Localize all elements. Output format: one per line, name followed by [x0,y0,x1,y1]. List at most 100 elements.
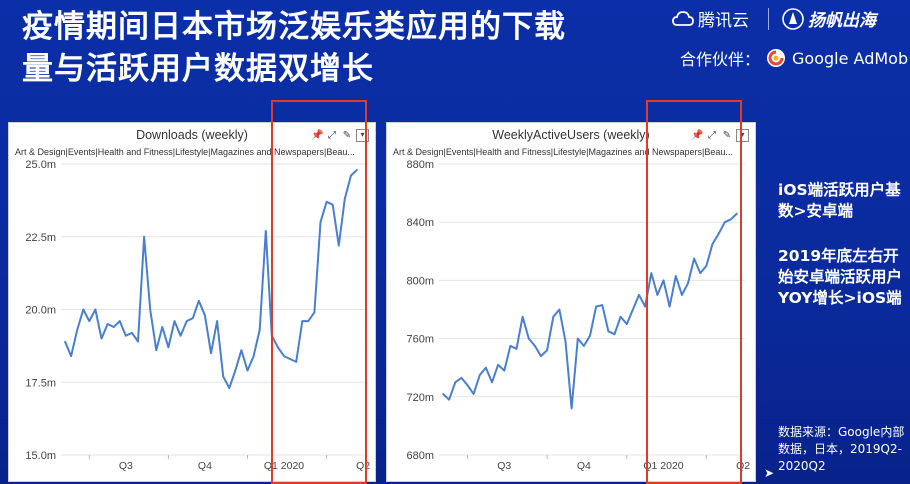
data-point [485,366,487,369]
data-point [601,304,604,306]
data-point [198,299,200,302]
data-point [82,308,85,311]
data-point [687,282,689,285]
data-point [472,393,475,395]
data-point [210,352,212,354]
data-point [576,337,579,340]
data-point [100,337,103,340]
data-point [161,326,164,328]
y-tick-label: 760m [406,334,434,346]
y-tick-label: 680m [406,450,434,462]
wau-chart-subtitle: Art & Design|Events|Health and Fitness|L… [393,147,733,157]
data-point [216,320,218,322]
x-tick-label: Q1 2020 [264,460,304,472]
data-point [356,169,358,171]
data-point [460,377,463,379]
data-point [595,305,597,308]
y-tick-label: 22.5m [25,232,56,244]
data-point [503,369,506,372]
yangfan-label: 扬帆出海 [808,11,876,31]
y-tick-label: 20.0m [25,305,56,317]
data-point [644,305,646,308]
data-point [650,272,653,274]
data-point [442,393,444,395]
data-point [283,355,285,357]
mouse-cursor-icon: ➤ [764,466,775,480]
data-point [705,265,708,267]
data-point [607,330,610,333]
data-point [76,329,78,331]
data-point [301,320,304,322]
sail-logo-icon [782,7,804,30]
data-point [191,317,194,320]
data-point [674,275,677,277]
data-point [295,361,297,363]
x-tick-label: Q3 [497,460,511,472]
data-point [509,345,512,347]
expand-icon[interactable]: ⤢ [328,129,336,141]
pin-icon[interactable]: 📌 [691,129,704,141]
tencent-cloud-label: 腾讯云 [698,11,749,31]
data-point [319,221,322,223]
data-point [730,218,732,221]
data-point [131,331,133,334]
data-point [307,320,310,322]
data-point [625,323,628,325]
data-point [656,294,659,296]
partner-label: 合作伙伴： [680,50,761,69]
data-point [185,320,188,322]
brand-divider [768,8,769,30]
x-tick-label: Q1 2020 [643,460,683,472]
downloads-chart-subtitle: Art & Design|Events|Health and Fitness|L… [15,147,355,157]
data-point [515,347,518,350]
data-point [711,243,714,245]
dropdown-icon[interactable]: ▾ [356,129,369,142]
data-point [325,201,328,203]
data-point [668,305,671,308]
data-point [155,349,158,352]
data-point [570,407,573,410]
data-point [252,355,255,357]
data-point [106,323,109,325]
data-point [491,381,493,384]
wau-chart-title: WeeklyActiveUsers (weekly) [492,128,650,142]
x-tick-label: Q4 [198,460,212,472]
data-point [137,340,139,343]
data-point [613,333,616,336]
x-tick-label: Q3 [119,460,133,472]
data-point [717,233,720,235]
data-point [337,244,340,247]
data-point [70,355,72,357]
data-point [112,326,115,328]
y-tick-label: 17.5m [25,377,56,389]
partner-name: Google AdMob [792,48,909,68]
wau-line-chart: 680m 720m 760m 800m 840m 880m Q3 Q4 Q1 2020 Q2 [406,159,750,472]
data-point [619,315,622,318]
dropdown-icon[interactable]: ▾ [736,129,749,142]
data-point [143,235,145,238]
partner-row: 合作伙伴： Google AdMob [680,46,908,70]
chart-toolbar: 📌 ⤢ ✎ ▾ [691,129,749,142]
data-point [264,230,267,232]
data-point [693,257,695,260]
edit-icon[interactable]: ✎ [342,129,352,141]
data-point [521,315,524,318]
data-point [331,203,334,206]
downloads-chart-panel: Downloads (weekly) 📌 ⤢ ✎ ▾ Art & Design|… [8,122,376,482]
data-point [466,384,469,386]
data-point [228,387,231,389]
data-point [149,308,151,311]
tencent-cloud-brand: 腾讯云 [672,6,749,31]
yangfan-brand: 扬帆出海 [782,6,876,31]
data-point [699,272,702,274]
data-point [350,174,352,177]
data-point [344,198,346,200]
data-point [313,311,316,314]
pin-icon[interactable]: 📌 [311,129,324,141]
expand-icon[interactable]: ⤢ [708,129,716,141]
data-point [64,340,66,343]
edit-icon[interactable]: ✎ [722,129,732,141]
data-source: 数据来源：Google内部数据，日本，2019Q2-2020Q2 [778,425,905,473]
downloads-chart-title: Downloads (weekly) [136,128,248,142]
